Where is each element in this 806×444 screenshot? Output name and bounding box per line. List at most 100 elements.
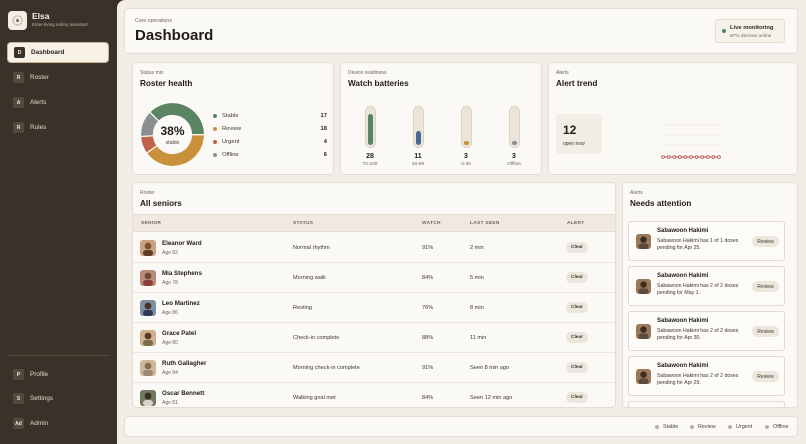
avatar (636, 279, 651, 294)
review-button[interactable]: Review (752, 236, 779, 247)
senior-age: Age 81 (162, 400, 178, 406)
battery-bar-mid: 11 40-69 (406, 106, 430, 167)
open-alerts-box: 12 open now (556, 114, 602, 154)
page-title: Dashboard (135, 27, 214, 44)
attention-item[interactable]: Sabawoon Hakimi Sabawoon Hakimi has 2 of… (628, 311, 785, 351)
alert-trend-card: Alerts Alert trend 12 open now (548, 62, 798, 175)
sidebar-item-admin[interactable]: Ad Admin (7, 413, 109, 434)
live-monitoring-subtitle: 87% devices online (730, 34, 772, 39)
senior-age: Age 78 (162, 280, 178, 286)
senior-status: Walking goal met (293, 395, 336, 401)
table-row[interactable]: Grace Patel Age 80 Check-in complete 88%… (133, 323, 615, 353)
table-row[interactable]: Mia Stephens Age 78 Morning walk 84% 5 m… (133, 263, 615, 293)
avatar (140, 390, 156, 406)
open-alerts-label: open now (563, 141, 585, 147)
sidebar-item-rules[interactable]: R Rules (7, 117, 109, 138)
avatar (636, 369, 651, 384)
senior-age: Age 86 (162, 310, 178, 316)
last-seen: 8 min (470, 305, 484, 311)
watch-battery: 76% (422, 305, 434, 311)
urgent-dot-icon (728, 425, 732, 429)
card-eyebrow: Alerts (556, 70, 569, 76)
trend-point (705, 155, 710, 159)
battery-fill (367, 114, 373, 145)
legend-name: Stable (222, 113, 239, 119)
sidebar-item-dashboard[interactable]: D Dashboard (7, 42, 109, 63)
senior-name: Eleanor Ward (162, 240, 202, 247)
page-eyebrow: Care operations (135, 18, 172, 24)
attention-name: Sabawoon Hakimi (657, 318, 709, 324)
senior-age: Age 80 (162, 340, 178, 346)
review-button[interactable]: Review (752, 281, 779, 292)
battery-fill (511, 141, 517, 145)
sidebar-item-label: Dashboard (31, 49, 65, 56)
avatar (636, 324, 651, 339)
battery-range: 0-39 (461, 162, 471, 167)
dashboard-badge-icon: D (14, 47, 25, 58)
table-row[interactable]: Eleanor Ward Age 82 Normal rhythm 91% 2 … (133, 233, 615, 263)
battery-range: Offline (507, 162, 521, 167)
needs-attention-card: Alerts Needs attention Sabawoon Hakimi S… (622, 182, 798, 408)
roster-badge-icon: R (13, 72, 24, 83)
column-header-alert: ALERT (567, 221, 585, 226)
clear-button[interactable]: Clear (566, 332, 588, 343)
avatar (140, 240, 156, 256)
battery-count: 28 (366, 153, 374, 160)
alert-trend-chart (661, 124, 721, 159)
brand-title: Elsa (32, 11, 50, 21)
avatar (140, 270, 156, 286)
attention-item[interactable] (628, 401, 785, 407)
battery-count: 3 (464, 153, 468, 160)
clear-button[interactable]: Clear (566, 362, 588, 373)
card-eyebrow: Alerts (630, 190, 643, 196)
review-button[interactable]: Review (752, 326, 779, 337)
card-title: Watch batteries (348, 79, 409, 88)
table-row[interactable]: Ruth Gallagher Age 84 Morning check-in c… (133, 353, 615, 383)
sidebar-item-profile[interactable]: P Profile (7, 364, 109, 385)
table-row[interactable]: Leo Martinez Age 86 Resting 76% 8 min Cl… (133, 293, 615, 323)
legend-value: 6 (323, 152, 327, 158)
trend-point (700, 155, 704, 159)
offline-dot-icon (765, 425, 769, 429)
battery-fill (463, 141, 469, 145)
legend-name: Review (222, 126, 242, 132)
table-header: SENIOR STATUS WATCH LAST SEEN ALERT (133, 214, 615, 232)
senior-status: Normal rhythm (293, 245, 330, 251)
battery-count: 11 (414, 153, 422, 160)
stable-dot-icon (655, 425, 659, 429)
column-header-status: STATUS (293, 221, 314, 226)
card-title: Roster health (140, 79, 193, 88)
senior-status: Morning walk (293, 275, 326, 281)
donut-center-percent: 38% (160, 123, 185, 138)
sidebar-item-settings[interactable]: S Settings (7, 388, 109, 409)
card-title: All seniors (140, 199, 182, 208)
clear-button[interactable]: Clear (566, 272, 588, 283)
rules-badge-icon: R (13, 122, 24, 133)
attention-message: Sabawoon Hakimi has 2 of 2 doses pending… (657, 283, 739, 297)
legend-value: 18 (320, 126, 327, 132)
last-seen: 2 min (470, 245, 484, 251)
trend-point (694, 155, 699, 159)
senior-status: Check-in complete (293, 335, 340, 341)
legend-review: Review 18 (213, 124, 327, 134)
senior-name: Leo Martinez (162, 300, 200, 307)
battery-range: 70-100 (362, 162, 378, 167)
last-seen: Seen 12 min ago (470, 395, 513, 401)
clear-button[interactable]: Clear (566, 302, 588, 313)
attention-item[interactable]: Sabawoon Hakimi Sabawoon Hakimi has 1 of… (628, 221, 785, 261)
open-alerts-count: 12 (563, 123, 577, 137)
sidebar-item-roster[interactable]: R Roster (7, 67, 109, 88)
donut-center-label: stable (165, 139, 180, 146)
avatar (636, 234, 651, 249)
senior-age: Age 82 (162, 250, 178, 256)
trend-point (689, 155, 693, 159)
review-button[interactable]: Review (752, 371, 779, 382)
attention-item[interactable]: Sabawoon Hakimi Sabawoon Hakimi has 2 of… (628, 356, 785, 396)
sidebar-item-alerts[interactable]: A Alerts (7, 92, 109, 113)
clear-button[interactable]: Clear (566, 242, 588, 253)
review-dot-icon (690, 425, 694, 429)
table-row[interactable]: Oscar Bennett Age 81 Walking goal met 84… (133, 383, 615, 407)
attention-item[interactable]: Sabawoon Hakimi Sabawoon Hakimi has 2 of… (628, 266, 785, 306)
clear-button[interactable]: Clear (566, 392, 588, 403)
review-dot-icon (213, 127, 217, 131)
